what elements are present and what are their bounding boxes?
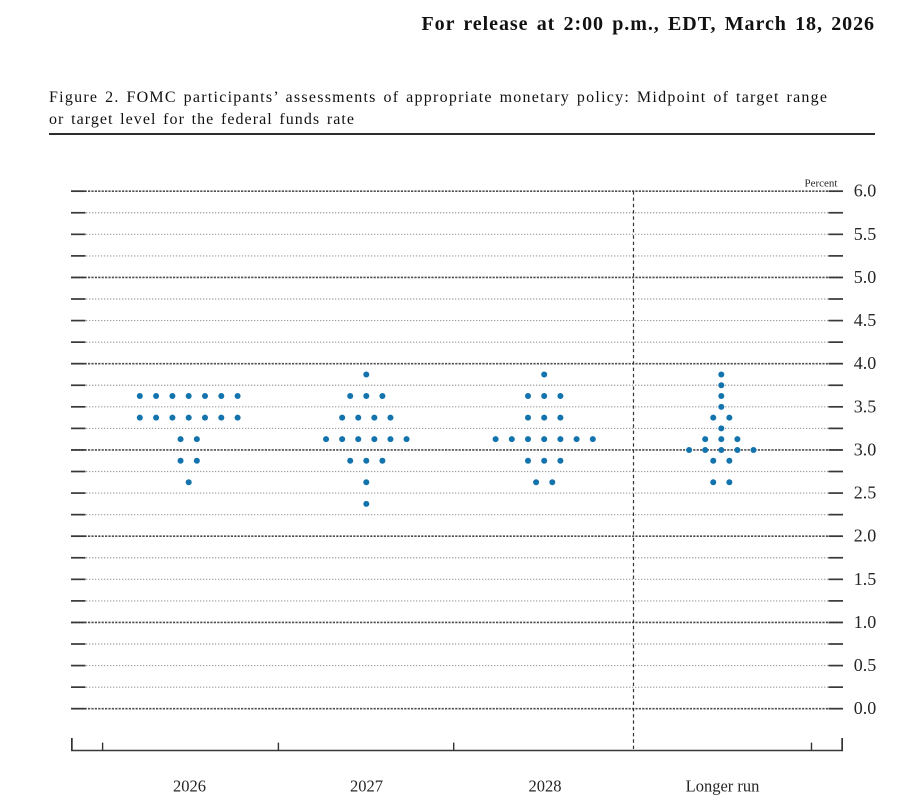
- svg-text:1.5: 1.5: [854, 569, 877, 589]
- svg-text:5.0: 5.0: [854, 267, 877, 287]
- svg-text:2026: 2026: [173, 777, 206, 796]
- svg-text:3.0: 3.0: [854, 439, 877, 459]
- svg-text:2.0: 2.0: [854, 526, 877, 546]
- svg-text:2.5: 2.5: [854, 483, 877, 503]
- svg-text:5.5: 5.5: [854, 224, 877, 244]
- svg-text:1.0: 1.0: [854, 612, 877, 632]
- svg-text:0.5: 0.5: [854, 655, 877, 675]
- svg-text:2028: 2028: [529, 777, 562, 796]
- svg-text:Percent: Percent: [805, 178, 838, 190]
- svg-text:2027: 2027: [350, 777, 383, 796]
- svg-text:Longer run: Longer run: [686, 777, 760, 796]
- svg-text:3.5: 3.5: [854, 396, 877, 416]
- svg-text:6.0: 6.0: [854, 181, 877, 201]
- svg-text:4.0: 4.0: [854, 353, 877, 373]
- svg-text:4.5: 4.5: [854, 310, 877, 330]
- svg-text:0.0: 0.0: [854, 698, 877, 718]
